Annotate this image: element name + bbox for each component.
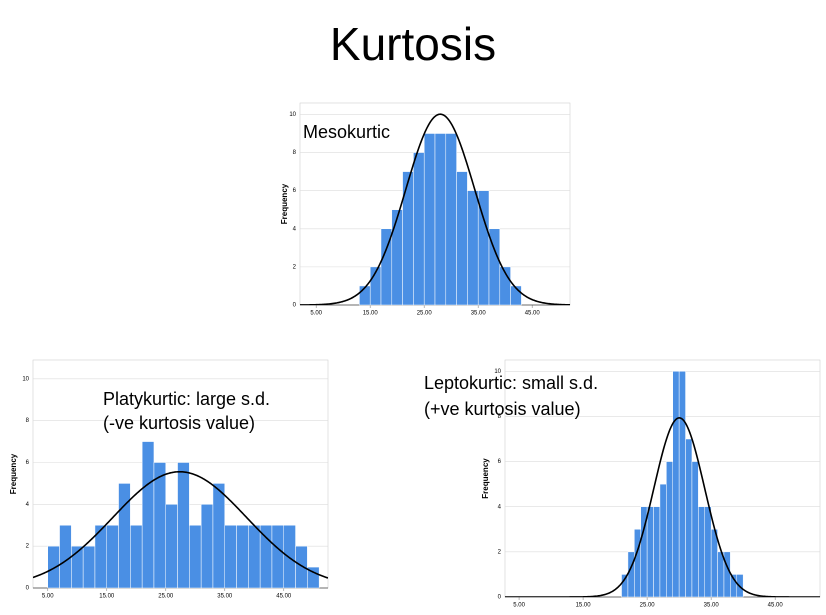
bar — [402, 171, 414, 306]
x-tick-label: 45.00 — [276, 594, 292, 600]
y-tick-label: 6 — [293, 188, 297, 194]
bar — [307, 566, 320, 589]
bar — [659, 483, 667, 598]
bar — [165, 504, 178, 589]
bar — [248, 524, 261, 589]
y-axis-label: Frequency — [9, 453, 18, 494]
bar — [118, 483, 131, 589]
bar — [653, 506, 661, 598]
x-tick-label: 25.00 — [158, 594, 174, 600]
y-tick-label: 10 — [289, 112, 296, 118]
bar — [391, 209, 403, 306]
bar — [717, 551, 725, 598]
bar — [259, 524, 273, 589]
x-tick-label: 35.00 — [704, 603, 720, 609]
bar — [283, 524, 296, 589]
y-tick-label: 8 — [293, 150, 297, 156]
bar — [646, 506, 654, 598]
y-tick-label: 2 — [26, 544, 30, 550]
bar — [141, 441, 155, 589]
bar — [434, 133, 447, 306]
bar — [236, 524, 249, 589]
histogram-panel: 0 2 4 6 8 10 5.00 15.00 25.00 35.00 45.00 Frequency — [280, 102, 571, 317]
bar — [666, 461, 673, 598]
y-tick-label: 0 — [293, 303, 297, 309]
bar — [47, 545, 60, 589]
bar — [271, 524, 285, 589]
bar — [691, 461, 699, 598]
bar — [672, 371, 680, 598]
bar — [224, 524, 237, 589]
y-tick-label: 10 — [22, 376, 29, 382]
bar — [106, 524, 119, 589]
bar — [698, 506, 706, 598]
y-tick-label: 4 — [498, 504, 502, 510]
annotation: Platykurtic: large s.d. — [103, 389, 270, 409]
x-tick-label: 45.00 — [768, 603, 784, 609]
x-tick-label: 5.00 — [310, 311, 322, 317]
y-tick-label: 8 — [498, 414, 502, 420]
x-tick-label: 5.00 — [513, 603, 525, 609]
bar — [510, 285, 522, 306]
normal-curve — [33, 470, 328, 579]
bar — [189, 524, 202, 589]
bar — [130, 524, 143, 589]
x-tick-label: 15.00 — [363, 311, 379, 317]
y-tick-label: 8 — [26, 418, 30, 424]
bar — [177, 462, 190, 589]
annotation: (-ve kurtosis value) — [103, 413, 255, 433]
histogram-panel: 0 2 4 6 8 10 5.00 15.00 25.00 35.00 45.00 Frequency — [481, 359, 821, 609]
y-tick-label: 6 — [498, 459, 502, 465]
bar — [456, 171, 468, 306]
bar — [153, 462, 166, 589]
annotation: (+ve kurtosis value) — [424, 399, 581, 419]
y-tick-label: 10 — [494, 369, 501, 375]
y-tick-label: 6 — [26, 460, 30, 466]
bar — [212, 483, 225, 589]
slide-title: Kurtosis — [330, 18, 496, 70]
x-tick-label: 25.00 — [640, 603, 656, 609]
x-tick-label: 15.00 — [576, 603, 592, 609]
x-tick-label: 15.00 — [99, 594, 115, 600]
bar — [82, 545, 96, 589]
y-tick-label: 2 — [498, 549, 502, 555]
annotation: Mesokurtic — [303, 122, 390, 142]
bar — [413, 152, 425, 306]
bar — [467, 190, 479, 306]
y-tick-label: 4 — [26, 502, 30, 508]
y-tick-label: 0 — [26, 586, 30, 592]
bar — [723, 551, 731, 598]
bar — [295, 545, 308, 589]
bar — [423, 133, 436, 306]
y-tick-label: 2 — [293, 264, 297, 270]
y-axis-label: Frequency — [481, 458, 490, 499]
bar — [634, 529, 641, 598]
x-tick-label: 35.00 — [217, 594, 233, 600]
y-tick-label: 0 — [498, 595, 502, 601]
annotation: Leptokurtic: small s.d. — [424, 373, 598, 393]
histogram-panel: 0 2 4 6 8 10 5.00 15.00 25.00 35.00 45.00 Frequency — [9, 359, 329, 600]
bar — [59, 524, 72, 589]
bar — [627, 551, 635, 598]
normal-curve — [300, 113, 570, 305]
bar — [678, 371, 686, 598]
bar — [200, 504, 214, 589]
y-tick-label: 4 — [293, 226, 297, 232]
bar — [685, 438, 693, 598]
bar — [704, 506, 712, 598]
bar — [445, 133, 457, 306]
bar — [710, 529, 718, 598]
x-tick-label: 25.00 — [417, 311, 433, 317]
normal-curve — [505, 417, 820, 597]
x-tick-label: 45.00 — [525, 311, 541, 317]
x-tick-label: 5.00 — [42, 594, 54, 600]
x-tick-label: 35.00 — [471, 311, 487, 317]
y-axis-label: Frequency — [280, 183, 289, 224]
